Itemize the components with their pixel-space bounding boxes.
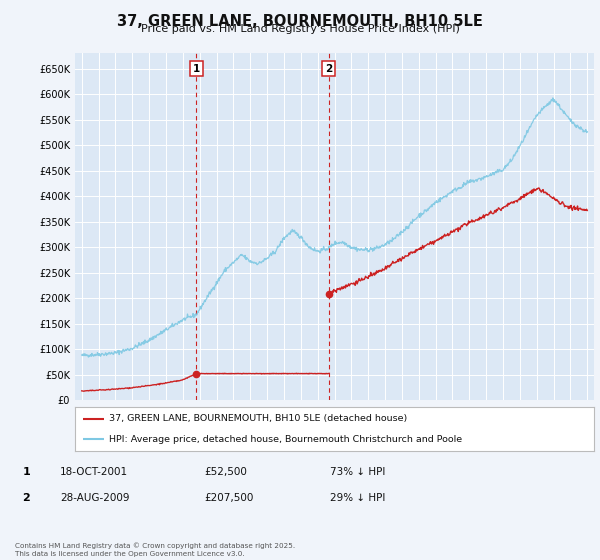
Text: 37, GREEN LANE, BOURNEMOUTH, BH10 5LE: 37, GREEN LANE, BOURNEMOUTH, BH10 5LE <box>117 14 483 29</box>
Text: 1: 1 <box>193 64 200 74</box>
Text: HPI: Average price, detached house, Bournemouth Christchurch and Poole: HPI: Average price, detached house, Bour… <box>109 435 462 444</box>
Text: 18-OCT-2001: 18-OCT-2001 <box>60 466 128 477</box>
Text: 2: 2 <box>23 493 30 503</box>
Text: 29% ↓ HPI: 29% ↓ HPI <box>330 493 385 503</box>
Text: 73% ↓ HPI: 73% ↓ HPI <box>330 466 385 477</box>
Text: £207,500: £207,500 <box>204 493 253 503</box>
Text: 28-AUG-2009: 28-AUG-2009 <box>60 493 130 503</box>
Text: 1: 1 <box>23 466 30 477</box>
Text: Contains HM Land Registry data © Crown copyright and database right 2025.
This d: Contains HM Land Registry data © Crown c… <box>15 543 295 557</box>
Text: Price paid vs. HM Land Registry's House Price Index (HPI): Price paid vs. HM Land Registry's House … <box>140 24 460 34</box>
Text: 2: 2 <box>325 64 332 74</box>
Text: £52,500: £52,500 <box>204 466 247 477</box>
Text: 37, GREEN LANE, BOURNEMOUTH, BH10 5LE (detached house): 37, GREEN LANE, BOURNEMOUTH, BH10 5LE (d… <box>109 414 407 423</box>
